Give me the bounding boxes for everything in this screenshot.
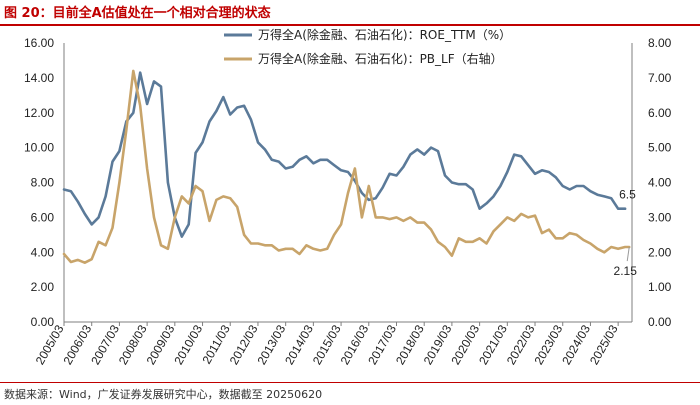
left-tick-label: 8.00 bbox=[31, 176, 55, 190]
legend-label: 万得全A(除金融、石油石化)：ROE_TTM（%） bbox=[258, 27, 511, 42]
x-axis-ticks: 2005/032006/032007/032008/032009/032010/… bbox=[33, 322, 621, 367]
left-tick-label: 12.00 bbox=[24, 106, 54, 120]
right-tick-label: 3.00 bbox=[648, 210, 672, 224]
right-axis-ticks: 0.00 1.00 2.00 3.00 4.00 5.00 6.00 7.00 8.00 bbox=[648, 36, 672, 329]
left-tick-label: 2.00 bbox=[31, 280, 55, 294]
line-chart: 0.00 2.00 4.00 6.00 8.00 10.00 12.00 14.00 16.00… bbox=[24, 27, 672, 367]
figure-source: 数据来源：Wind，广发证券发展研究中心，数据截至 20250620 bbox=[4, 388, 323, 401]
right-tick-label: 6.00 bbox=[648, 106, 672, 120]
roe-series-line bbox=[62, 71, 627, 238]
left-axis-ticks: 0.00 2.00 4.00 6.00 8.00 10.00 12.00 14.00 16.00 bbox=[24, 36, 54, 329]
roe-latest-label: 6.5 bbox=[619, 188, 636, 202]
annotations: 6.5 2.15 bbox=[614, 188, 638, 278]
right-tick-label: 2.00 bbox=[648, 245, 672, 259]
left-tick-label: 14.00 bbox=[24, 71, 54, 85]
footer-divider bbox=[0, 382, 700, 383]
left-tick-label: 10.00 bbox=[24, 141, 54, 155]
figure-title: 图 20：目前全A估值处在一个相对合理的状态 bbox=[4, 6, 271, 21]
left-tick-label: 6.00 bbox=[31, 210, 55, 224]
pb-label-leader bbox=[626, 246, 630, 262]
legend-label: 万得全A(除金融、石油石化)：PB_LF（右轴） bbox=[258, 51, 503, 66]
pb-series-line bbox=[62, 69, 631, 264]
plot-area bbox=[63, 43, 633, 323]
left-tick-label: 16.00 bbox=[24, 36, 54, 50]
right-tick-label: 8.00 bbox=[648, 36, 672, 50]
figure-header: 图 20：目前全A估值处在一个相对合理的状态 bbox=[0, 0, 700, 26]
left-tick-label: 0.00 bbox=[31, 315, 55, 329]
left-tick-label: 4.00 bbox=[31, 245, 55, 259]
series-layer bbox=[62, 69, 631, 264]
right-tick-label: 7.00 bbox=[648, 71, 672, 85]
right-tick-label: 5.00 bbox=[648, 141, 672, 155]
right-tick-label: 4.00 bbox=[648, 176, 672, 190]
right-tick-label: 1.00 bbox=[648, 280, 672, 294]
legend: 万得全A(除金融、石油石化)：ROE_TTM（%） 万得全A(除金融、石油石化)：… bbox=[224, 27, 511, 66]
pb-latest-label: 2.15 bbox=[614, 264, 638, 278]
right-tick-label: 0.00 bbox=[648, 315, 672, 329]
